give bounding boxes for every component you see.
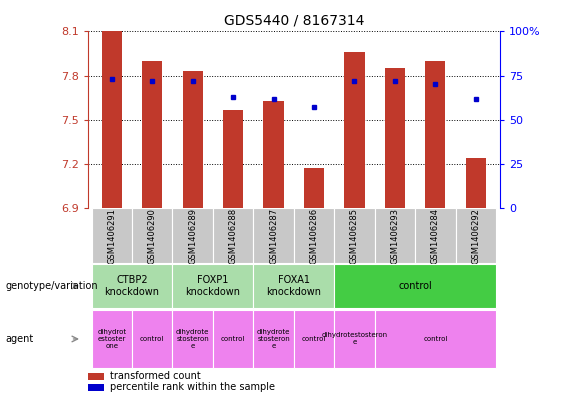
Bar	[253, 264, 334, 308]
Text: genotype/variation: genotype/variation	[6, 281, 98, 291]
Text: GSM1406286: GSM1406286	[310, 208, 319, 264]
Bar	[375, 310, 496, 368]
Bar	[182, 71, 203, 208]
Bar	[172, 310, 213, 368]
Text: GSM1406293: GSM1406293	[390, 208, 399, 264]
Text: CTBP2
knockdown: CTBP2 knockdown	[105, 275, 159, 297]
Bar	[88, 373, 104, 380]
Bar	[172, 208, 213, 263]
Bar	[425, 61, 445, 208]
Bar	[213, 310, 253, 368]
Text: control: control	[221, 336, 245, 342]
Text: GSM1406285: GSM1406285	[350, 208, 359, 264]
Bar	[375, 208, 415, 263]
Text: GSM1406287: GSM1406287	[269, 208, 278, 264]
Text: dihydrote
stosteron
e: dihydrote stosteron e	[176, 329, 210, 349]
Text: transformed count: transformed count	[110, 371, 201, 382]
Bar	[334, 310, 375, 368]
Text: dihydrotestosteron
e: dihydrotestosteron e	[321, 332, 388, 345]
Text: percentile rank within the sample: percentile rank within the sample	[110, 382, 275, 392]
Bar	[132, 310, 172, 368]
Bar	[294, 310, 334, 368]
Bar	[253, 208, 294, 263]
Bar	[294, 208, 334, 263]
Text: GSM1406289: GSM1406289	[188, 208, 197, 264]
Text: control: control	[423, 336, 447, 342]
Text: FOXP1
knockdown: FOXP1 knockdown	[185, 275, 241, 297]
Text: GSM1406284: GSM1406284	[431, 208, 440, 264]
Text: dihydrote
stosteron
e: dihydrote stosteron e	[257, 329, 290, 349]
Bar	[92, 208, 132, 263]
Bar	[344, 52, 364, 208]
Bar	[142, 61, 162, 208]
Text: FOXA1
knockdown: FOXA1 knockdown	[266, 275, 321, 297]
Text: dihydrot
estoster
one: dihydrot estoster one	[97, 329, 127, 349]
Bar	[102, 31, 122, 208]
Bar	[88, 384, 104, 391]
Bar	[334, 264, 496, 308]
Bar	[385, 68, 405, 208]
Bar	[334, 208, 375, 263]
Bar	[213, 208, 253, 263]
Text: control: control	[398, 281, 432, 291]
Bar	[172, 264, 253, 308]
Text: GSM1406292: GSM1406292	[471, 208, 480, 264]
Text: GSM1406288: GSM1406288	[229, 208, 238, 264]
Bar	[132, 208, 172, 263]
Bar	[223, 110, 244, 208]
Text: agent: agent	[6, 334, 34, 344]
Bar	[253, 310, 294, 368]
Bar	[304, 169, 324, 208]
Title: GDS5440 / 8167314: GDS5440 / 8167314	[224, 13, 364, 28]
Bar	[92, 264, 172, 308]
Text: GSM1406290: GSM1406290	[148, 208, 157, 264]
Bar	[466, 158, 486, 208]
Text: control: control	[140, 336, 164, 342]
Text: control: control	[302, 336, 326, 342]
Bar	[263, 101, 284, 208]
Bar	[415, 208, 455, 263]
Bar	[92, 310, 132, 368]
Text: GSM1406291: GSM1406291	[107, 208, 116, 264]
Bar	[455, 208, 496, 263]
